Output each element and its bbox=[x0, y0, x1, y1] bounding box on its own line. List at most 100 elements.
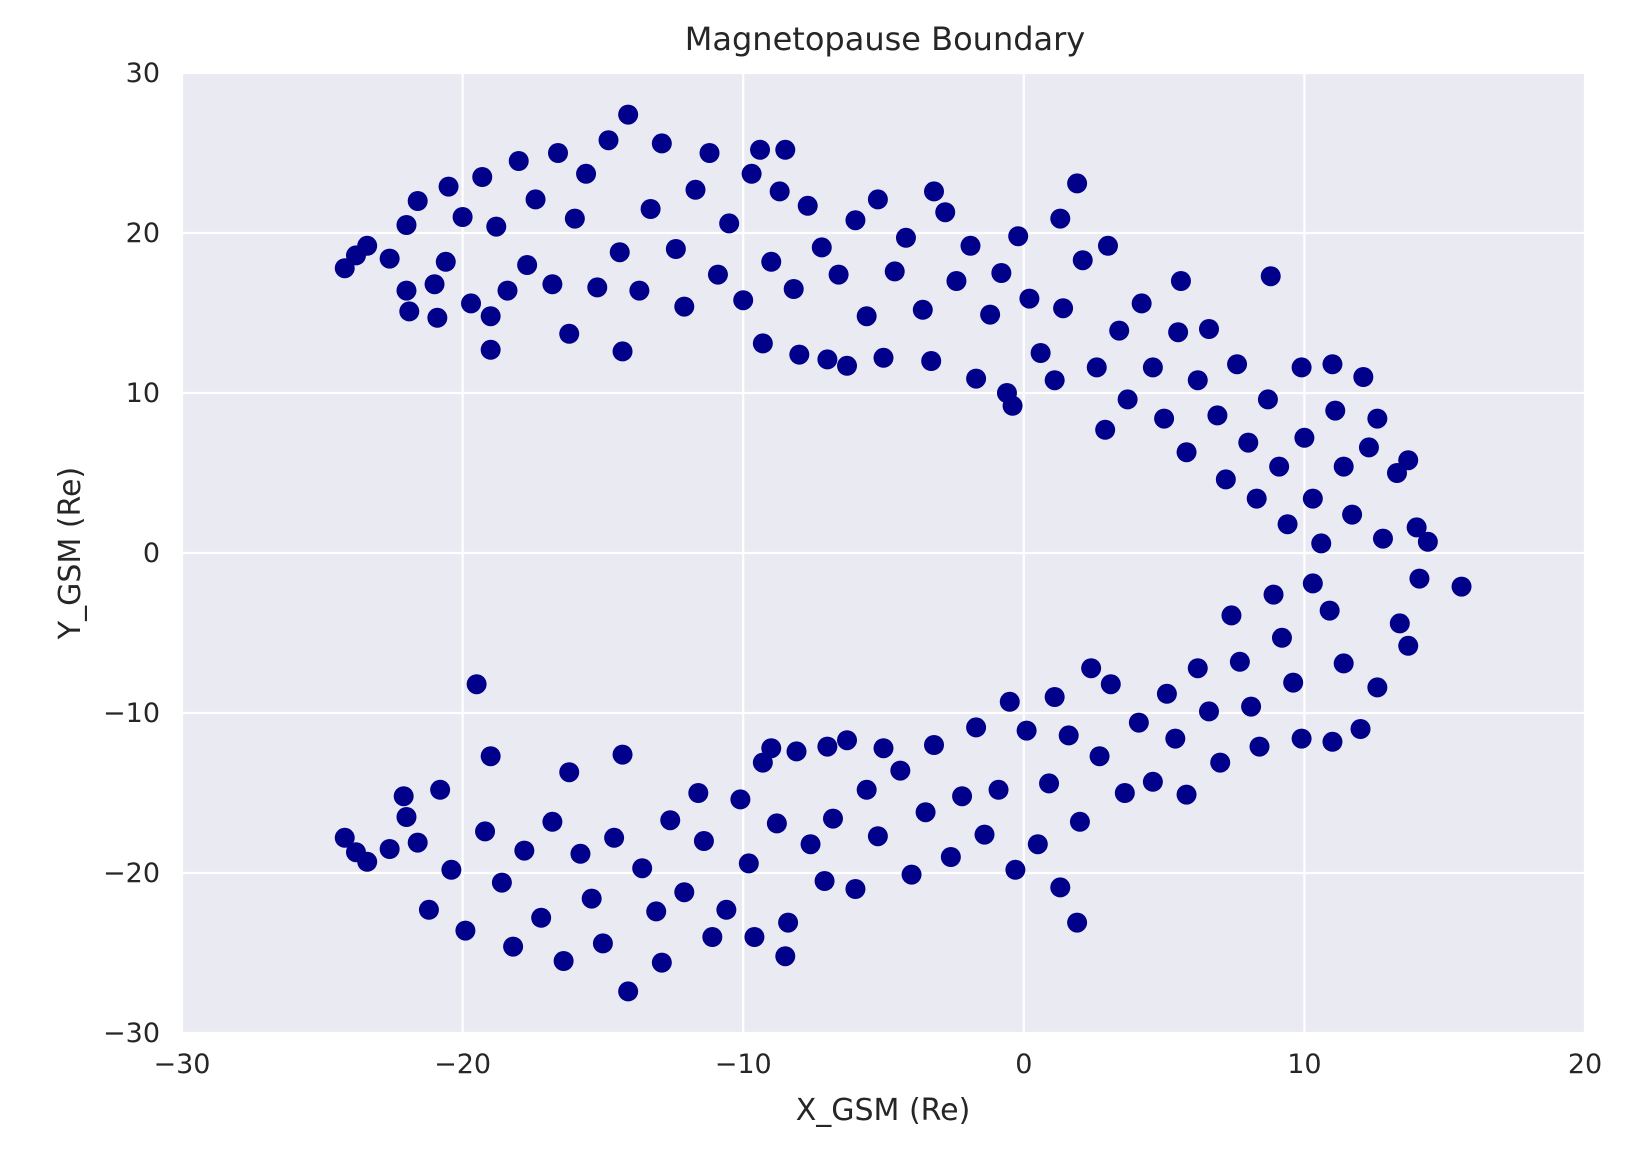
data-point bbox=[1263, 584, 1284, 605]
data-point bbox=[1333, 456, 1354, 477]
data-point bbox=[752, 752, 773, 773]
data-point bbox=[1089, 746, 1110, 767]
data-point bbox=[466, 674, 487, 695]
data-point bbox=[828, 264, 849, 285]
y-tick-label: 20 bbox=[126, 218, 160, 249]
y-gridlines bbox=[182, 71, 1585, 1035]
data-point bbox=[548, 143, 569, 163]
data-point bbox=[1044, 370, 1065, 391]
data-point bbox=[1246, 488, 1267, 509]
data-point bbox=[334, 827, 355, 848]
data-point bbox=[1367, 677, 1388, 698]
data-point bbox=[1198, 701, 1219, 722]
data-point bbox=[1069, 811, 1090, 832]
data-point bbox=[517, 255, 538, 275]
data-point bbox=[581, 888, 602, 909]
data-point bbox=[393, 786, 414, 807]
data-point bbox=[817, 349, 838, 370]
data-point bbox=[775, 946, 796, 967]
data-point bbox=[525, 189, 546, 210]
data-point bbox=[1333, 653, 1354, 674]
data-point bbox=[811, 237, 832, 258]
y-tick-label: −30 bbox=[103, 1018, 160, 1049]
data-point bbox=[884, 261, 905, 282]
data-point bbox=[750, 139, 771, 160]
data-point bbox=[988, 779, 1009, 800]
data-point bbox=[379, 839, 400, 859]
data-point bbox=[1322, 354, 1343, 375]
data-point bbox=[1176, 784, 1197, 805]
data-point bbox=[845, 879, 866, 899]
data-point bbox=[472, 167, 493, 187]
data-point bbox=[592, 933, 613, 954]
data-point bbox=[991, 263, 1012, 283]
data-point bbox=[1451, 576, 1472, 597]
data-point bbox=[396, 215, 417, 235]
data-point bbox=[1142, 357, 1163, 378]
data-point bbox=[1067, 912, 1088, 933]
data-point bbox=[1302, 488, 1323, 509]
data-point bbox=[1114, 783, 1135, 803]
data-point bbox=[1406, 517, 1427, 538]
data-point bbox=[733, 290, 754, 311]
data-point bbox=[418, 899, 439, 920]
data-point bbox=[1227, 354, 1248, 375]
data-point bbox=[598, 130, 619, 151]
data-point bbox=[761, 738, 782, 759]
data-point bbox=[629, 280, 650, 301]
data-point bbox=[1291, 357, 1312, 378]
data-point bbox=[952, 786, 973, 807]
data-point bbox=[940, 847, 961, 867]
data-point bbox=[1086, 357, 1107, 378]
data-point bbox=[1269, 456, 1290, 477]
data-point bbox=[559, 762, 580, 783]
data-point bbox=[730, 789, 751, 810]
data-point bbox=[1291, 728, 1312, 749]
data-point bbox=[1050, 877, 1071, 898]
data-point bbox=[1027, 834, 1048, 855]
data-point bbox=[716, 899, 737, 920]
data-point bbox=[1117, 389, 1138, 410]
data-point bbox=[612, 744, 633, 765]
data-point bbox=[604, 827, 625, 848]
data-point bbox=[741, 163, 762, 184]
data-point bbox=[1241, 696, 1262, 717]
data-point bbox=[452, 207, 473, 227]
data-point bbox=[935, 202, 956, 223]
x-tick-label: −30 bbox=[154, 1049, 211, 1080]
data-point bbox=[719, 213, 740, 234]
data-point bbox=[915, 802, 936, 823]
data-point bbox=[1342, 504, 1363, 525]
data-point bbox=[1131, 293, 1152, 314]
data-point bbox=[438, 176, 459, 197]
data-point bbox=[1005, 859, 1026, 880]
data-point bbox=[1030, 343, 1051, 363]
data-point bbox=[946, 271, 967, 291]
data-point bbox=[1319, 600, 1340, 621]
x-axis-label: X_GSM (Re) bbox=[796, 1093, 971, 1128]
data-point bbox=[1187, 658, 1208, 679]
data-point bbox=[778, 912, 799, 933]
data-point bbox=[651, 133, 672, 154]
data-point bbox=[1097, 235, 1118, 256]
data-point bbox=[702, 927, 723, 947]
y-tick-label: 0 bbox=[143, 538, 160, 569]
data-point bbox=[1353, 367, 1374, 387]
data-point bbox=[752, 333, 773, 354]
data-point bbox=[1058, 725, 1079, 746]
data-point bbox=[612, 341, 633, 362]
data-point bbox=[1302, 573, 1323, 594]
data-point bbox=[651, 952, 672, 973]
data-point bbox=[542, 274, 563, 295]
data-point bbox=[379, 248, 400, 269]
y-axis-label: Y_GSM (Re) bbox=[53, 467, 88, 640]
data-point bbox=[1283, 672, 1304, 693]
data-point bbox=[480, 306, 501, 327]
y-tick-label: 10 bbox=[126, 378, 160, 409]
data-point bbox=[890, 760, 911, 781]
data-point bbox=[693, 831, 714, 851]
data-point bbox=[1198, 319, 1219, 339]
data-point bbox=[1311, 533, 1332, 554]
x-tick-labels: −30 −20 −10 0 10 20 bbox=[154, 1049, 1603, 1080]
data-point bbox=[1187, 370, 1208, 391]
